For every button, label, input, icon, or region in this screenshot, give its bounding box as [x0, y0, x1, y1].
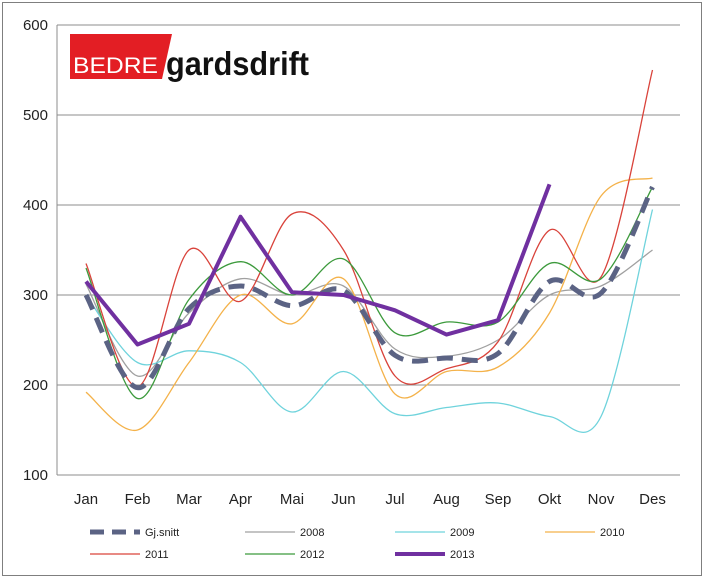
series-line-2011	[85, 69, 654, 388]
logo-text-gardsdrift: gardsdrift	[166, 45, 309, 82]
series-line-2013	[84, 183, 552, 347]
x-tick-label: Okt	[538, 491, 562, 508]
y-tick-label: 200	[23, 377, 48, 394]
x-tick-label: Jun	[331, 491, 355, 508]
logo-red-box	[70, 34, 172, 79]
y-tick-label: 300	[23, 287, 48, 304]
y-tick-label: 500	[23, 107, 48, 124]
legend-label: 2011	[145, 549, 169, 561]
y-tick-label: 100	[23, 467, 48, 484]
x-tick-label: Mai	[280, 491, 304, 508]
x-tick-label: Nov	[588, 491, 615, 508]
y-axis-tick-labels: 100 200 300 400 500 600	[23, 17, 48, 484]
series-lines	[83, 69, 655, 433]
legend: Gj.snitt 2008 2009 2010 2011 2012 2013	[90, 527, 624, 561]
x-tick-label: Sep	[485, 491, 512, 508]
x-tick-label: Mar	[176, 491, 202, 508]
series-line-2009	[85, 209, 654, 433]
legend-label: 2009	[450, 527, 474, 539]
x-axis-tick-labels: Jan Feb Mar Apr Mai Jun Jul Aug Sep Okt Nov Des	[74, 491, 666, 508]
logo-text-bedre: BEDRE	[73, 53, 158, 78]
series-line-2010	[85, 177, 653, 431]
x-tick-label: Jan	[74, 491, 98, 508]
legend-label: 2010	[600, 527, 624, 539]
gridlines	[56, 24, 680, 476]
series-line-2012	[85, 186, 654, 400]
legend-label: 2013	[450, 549, 474, 561]
series-line-2008	[85, 249, 653, 377]
y-tick-label: 400	[23, 197, 48, 214]
logo: BEDRE gardsdrift	[70, 34, 309, 82]
legend-label: 2012	[300, 549, 324, 561]
x-tick-label: Aug	[433, 491, 460, 508]
legend-label: Gj.snitt	[145, 527, 179, 539]
x-tick-label: Jul	[385, 491, 404, 508]
series-line-gj-snitt	[83, 185, 655, 391]
legend-label: 2008	[300, 527, 324, 539]
x-tick-label: Feb	[125, 491, 151, 508]
y-tick-label: 600	[23, 17, 48, 34]
x-tick-label: Des	[639, 491, 666, 508]
x-tick-label: Apr	[229, 491, 252, 508]
